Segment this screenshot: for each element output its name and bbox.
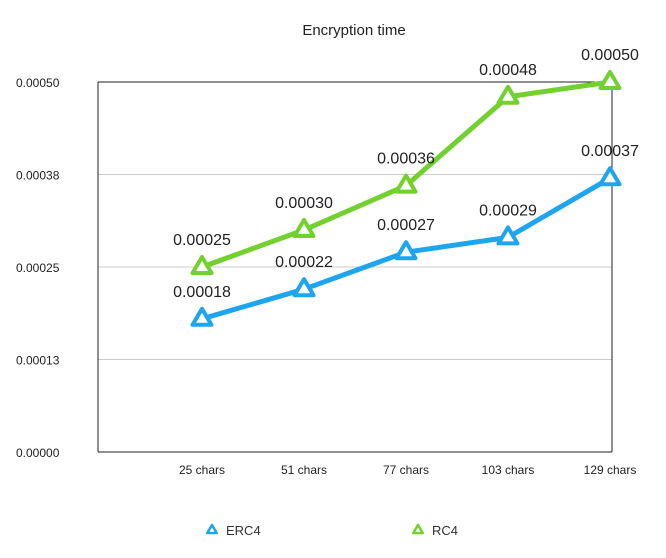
y-tick-labels: 0.00000 0.00013 0.00025 0.00038 0.00050	[16, 76, 60, 460]
data-point-erc4	[394, 240, 418, 261]
data-point-erc4	[292, 277, 316, 298]
data-point-rc4	[292, 218, 316, 238]
y-tick-label: 0.00050	[16, 76, 60, 90]
data-label-rc4: 0.00025	[173, 232, 231, 249]
chart-title: Encryption time	[302, 22, 405, 39]
x-tick-label: 25 chars	[179, 463, 225, 477]
data-point-erc4	[190, 306, 214, 327]
x-tick-labels: 25 chars 51 chars 77 chars 103 chars 129 cha…	[179, 463, 636, 477]
data-label-erc4: 0.00027	[377, 217, 435, 234]
legend-marker-erc4	[206, 523, 218, 535]
data-label-erc4: 0.00022	[275, 254, 333, 271]
x-tick-label: 129 chars	[584, 463, 637, 477]
legend-label-rc4: RC4	[432, 523, 458, 538]
x-tick-label: 51 chars	[281, 463, 327, 477]
series-group: 0.00018 0.00022 0.00027 0.00029 0.00037 0.000…	[173, 47, 639, 327]
legend-label-erc4: ERC4	[226, 523, 261, 538]
gridlines	[98, 81, 612, 360]
data-label-rc4: 0.00030	[275, 195, 333, 212]
data-label-rc4: 0.00048	[479, 62, 537, 79]
data-point-rc4	[496, 84, 520, 105]
data-point-rc4	[190, 255, 214, 275]
y-tick-label: 0.00025	[16, 261, 60, 275]
data-point-rc4	[598, 70, 622, 90]
y-tick-label: 0.00000	[16, 446, 60, 460]
data-label-erc4: 0.00037	[581, 143, 639, 160]
data-point-erc4	[598, 166, 622, 187]
data-label-rc4: 0.00036	[377, 151, 435, 168]
data-label-erc4: 0.00029	[479, 202, 537, 219]
data-point-erc4	[496, 225, 520, 246]
x-tick-label: 103 chars	[482, 463, 535, 477]
data-label-erc4: 0.00018	[173, 284, 231, 301]
legend-marker-rc4	[412, 523, 424, 535]
data-point-rc4	[394, 173, 418, 194]
data-label-rc4: 0.00050	[581, 47, 639, 64]
x-tick-label: 77 chars	[383, 463, 429, 477]
y-tick-label: 0.00038	[16, 169, 60, 183]
y-tick-label: 0.00013	[16, 354, 60, 368]
legend: ERC4 RC4	[206, 523, 458, 538]
